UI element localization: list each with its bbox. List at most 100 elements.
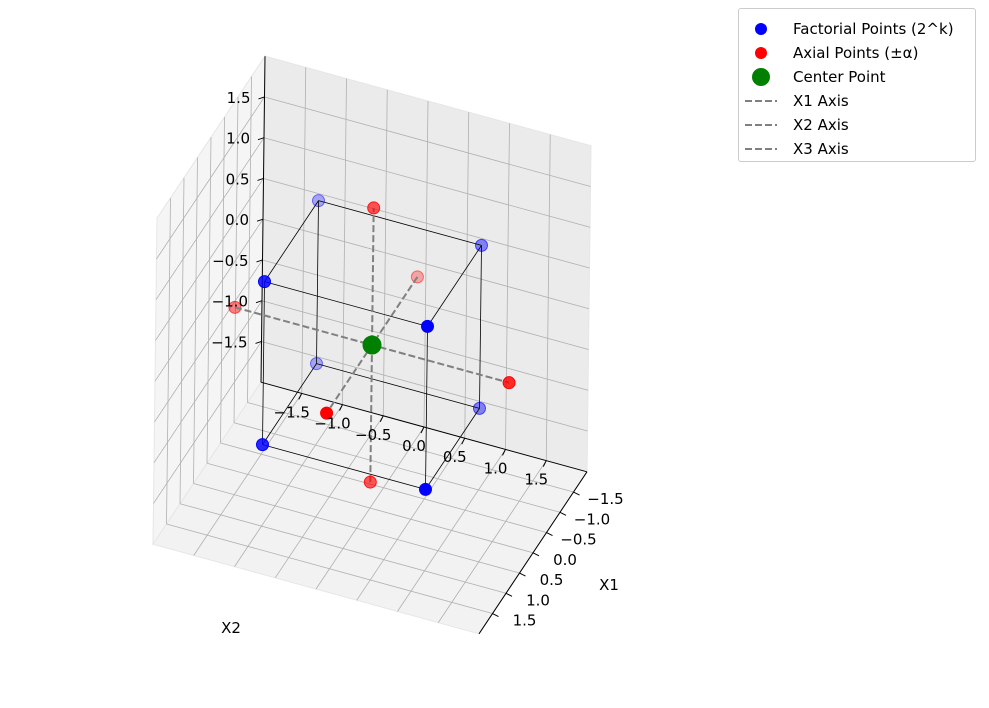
- x-tick-mark: [505, 592, 513, 597]
- wall-grid-line: [264, 96, 591, 187]
- axial-point: [502, 376, 516, 390]
- legend-marker-center: [752, 68, 770, 86]
- wall-grid-line: [263, 137, 591, 228]
- cube-edge: [264, 281, 428, 327]
- legend-label-center: Center Point: [793, 68, 886, 86]
- x-tick-mark: [532, 552, 540, 557]
- y-tick-mark: [542, 460, 547, 467]
- floor-grid-line: [179, 503, 507, 594]
- wall-grid-line: [262, 218, 590, 310]
- cube-edge: [316, 363, 480, 409]
- x-tick-label: 1.5: [513, 612, 537, 630]
- wall-grid-line: [464, 112, 470, 439]
- x-tick-label: −1.5: [587, 490, 623, 508]
- x-tick-label: −0.5: [560, 531, 596, 549]
- y-tick-mark: [298, 393, 303, 400]
- legend-label-x1-axis: X1 Axis: [793, 92, 849, 110]
- x3-axis-line: [369, 207, 375, 483]
- y-tick-mark: [379, 415, 384, 423]
- z-tick-mark: [256, 218, 264, 222]
- factorial-point: [419, 482, 432, 496]
- x-tick-mark: [492, 613, 499, 617]
- z-tick-label: −1.5: [211, 333, 247, 351]
- z-tick-mark: [257, 137, 265, 141]
- factorial-point: [258, 275, 271, 289]
- wall-grid-line: [505, 123, 510, 450]
- axial-point: [367, 201, 381, 215]
- axial-point: [320, 406, 334, 420]
- cube-edge: [316, 200, 319, 364]
- y-tick-label: −0.5: [355, 426, 391, 444]
- wall-grid-line: [263, 178, 590, 269]
- y-tick-label: 1.5: [524, 471, 548, 489]
- y-tick-mark: [339, 404, 343, 411]
- y-tick-label: −1.5: [274, 403, 310, 421]
- legend-item-x2-axis: X2 Axis: [739, 113, 975, 137]
- z-tick-label: 1.0: [226, 130, 250, 148]
- x-tick-label: 0.0: [553, 551, 577, 569]
- wall-grid-line: [154, 218, 264, 382]
- legend-marker-axial: [755, 47, 767, 59]
- z-tick-label: −1.0: [212, 293, 248, 311]
- factorial-point: [421, 319, 434, 333]
- z-tick-label: 0.5: [226, 170, 250, 188]
- z-tick-mark: [255, 340, 262, 344]
- y-tick-mark: [420, 426, 425, 434]
- legend-line-x3-axis: [745, 148, 777, 150]
- z-tick-mark: [255, 300, 263, 304]
- legend-item-x3-axis: X3 Axis: [739, 137, 975, 161]
- grid-lines: [153, 67, 591, 623]
- y-tick-label: 0.0: [402, 437, 426, 455]
- axial-point: [363, 475, 377, 489]
- wall-grid-line: [545, 134, 551, 461]
- legend-item-factorial: Factorial Points (2^k): [739, 17, 975, 41]
- z-tick-label: 0.0: [225, 211, 249, 229]
- wall-grid-line: [179, 177, 185, 504]
- z-axis-label: X3: [0, 380, 2, 400]
- legend: Factorial Points (2^k) Axial Points (±α)…: [738, 8, 976, 162]
- x-tick-mark: [559, 511, 567, 516]
- cube-edge: [262, 281, 265, 445]
- y-tick-mark: [461, 437, 466, 445]
- wall-grid-line: [156, 96, 265, 260]
- wall-grid-line: [193, 157, 198, 484]
- z-tick-mark: [256, 259, 263, 263]
- floor-grid-line: [397, 449, 506, 612]
- legend-label-axial: Axial Points (±α): [793, 44, 919, 62]
- wall-grid-line: [155, 137, 265, 300]
- y-axis-label: X2: [221, 619, 241, 637]
- floor-grid-line: [193, 483, 520, 574]
- legend-label-factorial: Factorial Points (2^k): [793, 20, 954, 38]
- cube-edge: [425, 326, 428, 490]
- legend-marker-factorial: [755, 23, 767, 35]
- center-point: [362, 335, 382, 355]
- z-tick-mark: [258, 96, 265, 100]
- x-tick-label: 1.0: [526, 591, 550, 609]
- floor-grid-line: [356, 437, 466, 601]
- tick-marks: [255, 56, 588, 635]
- y-tick-label: 0.5: [443, 448, 467, 466]
- cube-edge: [262, 363, 317, 445]
- x-tick-mark: [573, 491, 580, 496]
- tick-labels: −1.5−1.5−1.5−1.0−1.0−1.0−0.5−0.5−0.50.00…: [211, 89, 624, 630]
- legend-line-x1-axis: [745, 100, 777, 102]
- x-axis-label: X1: [599, 576, 619, 594]
- y-tick-label: −1.0: [314, 415, 350, 433]
- y-tick-mark: [502, 449, 506, 456]
- x-tick-mark: [519, 572, 526, 577]
- legend-label-x3-axis: X3 Axis: [793, 140, 849, 158]
- z-tick-label: 1.5: [227, 89, 251, 107]
- cube-edge: [264, 200, 319, 282]
- hidden-markers: [228, 194, 488, 415]
- x-tick-label: −1.0: [574, 510, 610, 528]
- factorial-point: [256, 438, 269, 452]
- floor-grid-line: [437, 460, 547, 623]
- z-tick-label: −0.5: [212, 252, 248, 270]
- floor-grid-line: [166, 523, 493, 614]
- cube-edge: [425, 408, 480, 490]
- x-tick-mark: [546, 532, 553, 536]
- wall-grid-line: [166, 197, 171, 524]
- floor-grid-line: [315, 426, 425, 590]
- cube-edge: [318, 200, 482, 246]
